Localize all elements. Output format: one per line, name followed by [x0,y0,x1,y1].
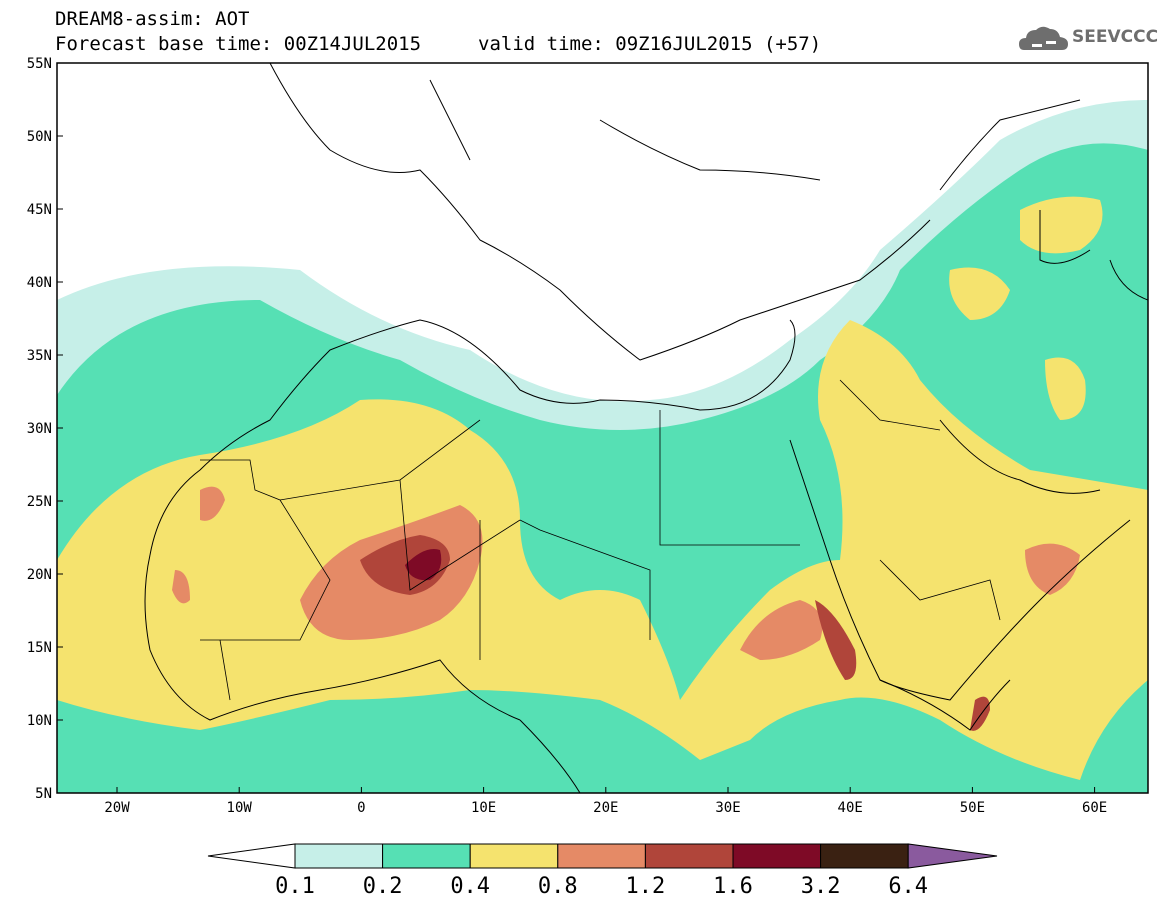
legend-swatch [294,843,384,869]
lon-label: 30E [715,800,740,816]
coastlines [144,63,1148,793]
lat-label: 35N [27,348,52,364]
legend-label: 0.4 [450,874,490,899]
lon-label: 20W [104,800,130,816]
legend-label: 6.4 [888,874,928,899]
legend-arrow-low [207,843,296,869]
aot-contours [57,100,1148,793]
legend-label: 0.8 [538,874,578,899]
lat-label: 50N [27,129,52,145]
valid-time: valid time: 09Z16JUL2015 (+57) [478,33,822,55]
lon-label: 0 [357,800,365,816]
legend-swatch [732,843,822,869]
legend-arrow-high [907,843,998,869]
lat-label: 15N [27,640,52,656]
legend-label: 1.6 [713,874,753,899]
legend-swatch [382,843,471,869]
lon-label: 10W [227,800,253,816]
lon-label: 40E [838,800,863,816]
lat-label: 40N [27,275,52,291]
aot-band-1-6 [405,549,442,581]
cloud-logo-icon [1019,26,1068,50]
legend-label: 3.2 [801,874,841,899]
legend-swatch [469,843,559,869]
legend-label: 0.1 [275,874,315,899]
lon-label: 50E [960,800,985,816]
lat-ticks: 55N 50N 45N 40N 35N 30N 25N 20N 15N 10N 5N [27,56,63,802]
lat-label: 55N [27,56,52,72]
map-title: DREAM8-assim: AOT [55,8,250,30]
lat-label: 45N [27,202,52,218]
lon-label: 10E [471,800,496,816]
lon-label: 60E [1082,800,1107,816]
country-borders [200,379,1001,701]
lat-label: 25N [27,494,52,510]
legend-label: 1.2 [626,874,666,899]
lat-label: 20N [27,567,52,583]
legend-swatch [557,843,646,869]
aot-band-0-4 [57,320,1148,780]
lat-label: 10N [27,713,52,729]
forecast-base-time: Forecast base time: 00Z14JUL2015 [55,33,422,55]
legend-swatch [644,843,734,869]
logo-text: SEEVCCC [1072,27,1159,47]
lat-label: 5N [35,786,52,802]
legend-swatch [820,843,909,869]
legend-label: 0.2 [363,874,403,899]
lon-ticks: 20W 10W 0 10E 20E 30E 40E 50E 60E [104,787,1107,816]
lat-label: 30N [27,421,52,437]
lon-label: 20E [593,800,618,816]
